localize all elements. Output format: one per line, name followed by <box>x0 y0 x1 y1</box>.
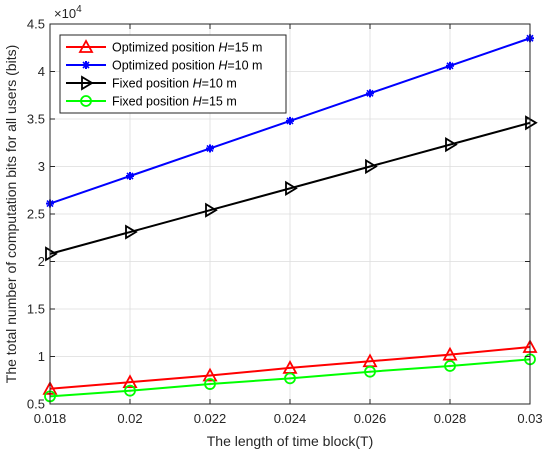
data-point <box>122 374 138 389</box>
y-tick-label: 0.5 <box>27 397 45 412</box>
legend-marker <box>78 39 94 53</box>
y-tick-label: 1.5 <box>27 302 45 317</box>
y-axis-label: The total number of computation bits for… <box>3 45 19 383</box>
data-point <box>525 115 538 131</box>
y-tick-label: 4.5 <box>27 17 45 32</box>
data-point <box>126 172 134 180</box>
legend-item: Optimized position H=15 m <box>66 39 262 55</box>
y-multiplier-exponent: 4 <box>76 4 82 15</box>
x-tick-label: 0.024 <box>274 411 307 426</box>
legend-marker <box>82 61 90 69</box>
star-stroke <box>286 117 294 125</box>
legend-item: Fixed position H=10 m <box>66 75 237 91</box>
data-point <box>204 378 216 390</box>
series-3 <box>45 115 538 262</box>
y-tick-label: 2 <box>38 254 45 269</box>
data-point <box>125 224 138 240</box>
data-point <box>444 360 456 372</box>
y-tick-label: 4 <box>38 64 45 79</box>
series-line <box>49 346 531 390</box>
legend-label: Fixed position H=10 m <box>112 77 237 91</box>
x-tick-label: 0.028 <box>434 411 467 426</box>
data-point <box>286 116 294 125</box>
star-stroke <box>126 172 134 180</box>
data-point <box>366 89 374 98</box>
legend-item: Fixed position H=15 m <box>66 95 237 109</box>
legend: Optimized position H=15 m Optimized posit… <box>59 34 287 114</box>
legend-label: Optimized position H=10 m <box>112 59 262 73</box>
legend-marker <box>81 75 94 91</box>
data-point <box>202 367 218 382</box>
data-point <box>284 372 296 385</box>
star-stroke <box>206 144 214 153</box>
axis-ticks: 0.018 0.02 0.022 0.024 0.026 0.028 0.03 0.5 1 1.5… <box>27 17 543 427</box>
y-multiplier-base: ×10 <box>54 6 76 21</box>
series-layer <box>42 34 538 403</box>
legend-item: Optimized position H=10 m <box>66 59 262 73</box>
star-stroke <box>366 89 374 97</box>
series-line <box>49 358 531 398</box>
data-point <box>365 158 378 175</box>
data-point <box>124 384 136 397</box>
data-point <box>285 180 298 196</box>
data-point <box>442 346 458 361</box>
star-stroke <box>446 62 454 70</box>
data-point <box>364 365 376 378</box>
y-tick-label: 3 <box>38 159 45 174</box>
data-point <box>445 137 458 153</box>
series-4 <box>44 353 536 403</box>
legend-label: Optimized position H=15 m <box>112 41 262 55</box>
data-point <box>205 202 218 218</box>
x-tick-label: 0.018 <box>34 411 67 426</box>
x-tick-label: 0.026 <box>354 411 387 426</box>
x-axis-label: The length of time block(T) <box>207 433 374 449</box>
data-point <box>446 61 454 70</box>
y-tick-label: 1 <box>38 349 45 364</box>
y-tick-label: 3.5 <box>27 112 45 127</box>
series-line <box>49 121 531 255</box>
y-axis-label-text: The total number of computation bits for… <box>3 45 19 383</box>
y-tick-label: 2.5 <box>27 207 45 222</box>
star-stroke <box>82 61 90 69</box>
data-point <box>206 144 214 153</box>
x-tick-label: 0.02 <box>117 411 142 426</box>
x-tick-label: 0.03 <box>517 411 542 426</box>
data-point <box>45 246 58 262</box>
x-tick-label: 0.022 <box>194 411 227 426</box>
x-axis-label-text: The length of time block(T) <box>207 433 374 449</box>
y-multiplier: ×104 <box>54 4 82 21</box>
legend-label: Fixed position H=15 m <box>112 95 237 109</box>
legend-marker <box>80 95 92 107</box>
